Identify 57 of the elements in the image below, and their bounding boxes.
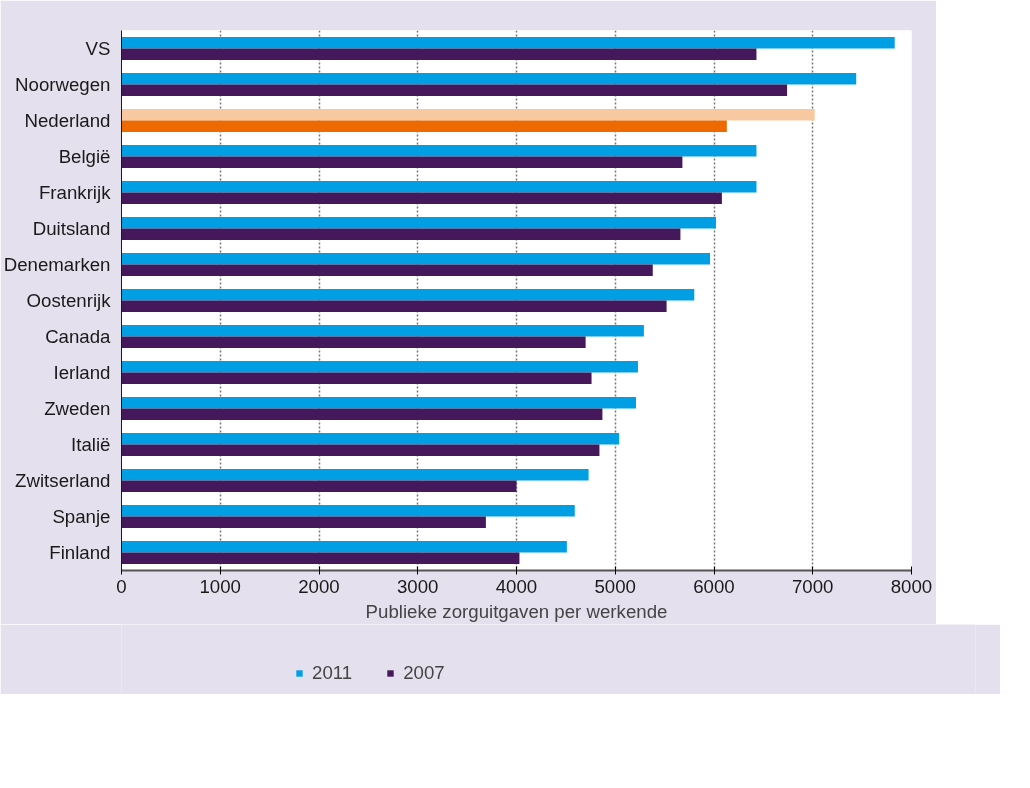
bar <box>121 84 788 96</box>
y-tick-label: Italië <box>71 434 111 455</box>
bar <box>121 73 857 85</box>
bar <box>121 397 636 409</box>
y-tick-label: België <box>58 146 111 167</box>
bar <box>121 217 716 229</box>
x-tick-label: 6000 <box>693 575 735 597</box>
x-tick-label: 7000 <box>792 575 834 597</box>
y-tick-label: Ierland <box>53 362 111 383</box>
bar <box>121 109 815 121</box>
y-tick-label: Nederland <box>24 110 111 131</box>
y-tick-label: Zwitserland <box>15 470 111 491</box>
bar <box>121 228 681 240</box>
y-tick-label: Finland <box>49 542 111 563</box>
y-tick-label: Noorwegen <box>15 74 111 95</box>
y-tick-label: Zweden <box>44 398 111 419</box>
bar <box>121 289 695 301</box>
bar <box>121 469 589 481</box>
x-tick-label: 5000 <box>594 575 637 597</box>
y-tick-label: Denemarken <box>3 254 111 275</box>
legend-label: 2011 <box>312 662 353 684</box>
bar <box>121 505 575 517</box>
y-tick-label: Canada <box>45 326 112 347</box>
bar <box>121 253 711 265</box>
bar <box>121 552 520 564</box>
bar <box>121 433 620 445</box>
bar <box>121 300 667 312</box>
y-tick-label: Frankrijk <box>38 182 112 203</box>
bar <box>121 181 757 193</box>
bar <box>121 48 757 60</box>
x-tick-label: 2000 <box>298 575 340 597</box>
y-tick-label: VS <box>85 38 111 59</box>
y-tick-label: Spanje <box>52 506 111 527</box>
x-tick-label: 0 <box>116 575 127 597</box>
x-axis-title: Publieke zorguitgaven per werkende <box>365 600 668 622</box>
y-tick-label: Duitsland <box>32 218 111 239</box>
bar <box>121 156 683 168</box>
bar <box>121 444 600 456</box>
bar <box>121 145 757 157</box>
bar <box>121 264 653 276</box>
bar <box>121 516 486 528</box>
x-tick-label: 4000 <box>495 575 538 597</box>
bar <box>121 361 638 373</box>
bar <box>121 37 895 49</box>
bar <box>121 120 727 132</box>
legend-label: 2007 <box>403 662 445 684</box>
x-tick-label: 1000 <box>199 575 242 597</box>
bar <box>121 325 644 337</box>
bar <box>121 480 517 492</box>
bar <box>121 192 722 204</box>
x-tick-label: 8000 <box>890 575 933 597</box>
y-tick-label: Oostenrijk <box>26 290 112 311</box>
bar <box>121 541 567 553</box>
bar <box>121 372 592 384</box>
bar <box>121 408 603 420</box>
x-tick-label: 3000 <box>397 575 439 597</box>
bar <box>121 336 586 348</box>
